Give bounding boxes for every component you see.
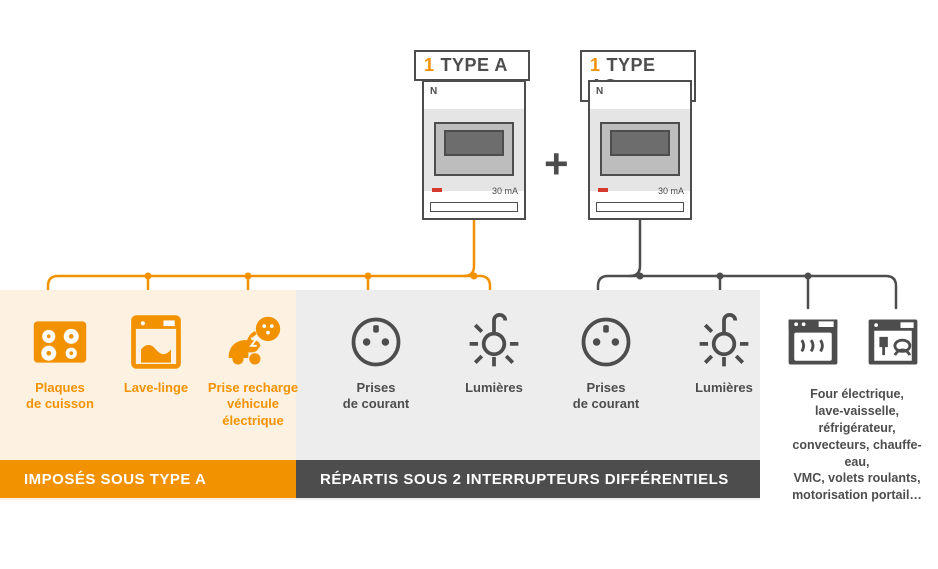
breaker-indicator-a (432, 188, 442, 192)
icon-label-prises2: Prisesde courant (573, 380, 639, 413)
breaker-type-a: 1TYPE A 30 mA (422, 80, 526, 220)
footer-bar: IMPOSÉS SOUS TYPE A RÉPARTIS SOUS 2 INTE… (0, 460, 760, 498)
right-list-text: Four électrique,lave-vaisselle,réfrigéra… (792, 387, 922, 502)
icon-label-lum2: Lumières (695, 380, 753, 396)
icon-col-lum2: Lumières (676, 312, 772, 396)
icon-col-lum1: Lumières (446, 312, 542, 396)
breaker-type-a-text: TYPE A (441, 55, 508, 75)
plus-icon: + (544, 140, 569, 188)
footer-orange: IMPOSÉS SOUS TYPE A (0, 460, 296, 498)
socket-icon (576, 312, 636, 372)
breaker-num-a: 1 (424, 55, 435, 75)
breaker-switch-ac (600, 122, 680, 176)
breaker-label-a: 1 TYPE A (414, 50, 530, 81)
breaker-body-a: 30 mA (422, 80, 526, 220)
icon-col-oven (780, 312, 846, 372)
breaker-brand-a (430, 202, 518, 212)
breaker-rating-ac: 30 mA (658, 186, 684, 196)
light-icon (694, 312, 754, 372)
icon-col-plaques: Plaquesde cuisson (14, 312, 106, 413)
icon-label-prises1: Prisesde courant (343, 380, 409, 413)
icon-label-lave: Lave-linge (124, 380, 188, 396)
oven-icon (783, 312, 843, 372)
breaker-body-ac: 30 mA (588, 80, 692, 220)
light-icon (464, 312, 524, 372)
icon-label-ev: Prise rechargevéhiculeélectrique (208, 380, 298, 429)
hob-icon (30, 312, 90, 372)
icon-col-lave: Lave-linge (110, 312, 202, 396)
icon-col-prises2: Prisesde courant (558, 312, 654, 413)
right-appliance-list: Four électrique,lave-vaisselle,réfrigéra… (782, 386, 932, 504)
icon-col-ev: Prise rechargevéhiculeélectrique (202, 312, 304, 429)
breaker-switch-a (434, 122, 514, 176)
footer-gray: RÉPARTIS SOUS 2 INTERRUPTEURS DIFFÉRENTI… (296, 460, 760, 498)
footer-gray-text: RÉPARTIS SOUS 2 INTERRUPTEURS DIFFÉRENTI… (320, 471, 729, 488)
breaker-rating-a: 30 mA (492, 186, 518, 196)
breaker-num-ac: 1 (590, 55, 601, 75)
breaker-indicator-ac (598, 188, 608, 192)
icon-col-dish (860, 312, 926, 372)
dish-icon (863, 312, 923, 372)
icon-label-plaques: Plaquesde cuisson (26, 380, 94, 413)
breaker-brand-ac (596, 202, 684, 212)
ev-icon (223, 312, 283, 372)
icon-label-lum1: Lumières (465, 380, 523, 396)
footer-orange-text: IMPOSÉS SOUS TYPE A (24, 471, 206, 488)
diagram-root: 1TYPE A 30 mA + 1TYPE AC 30 mA Plaqu (0, 0, 938, 569)
socket-icon (346, 312, 406, 372)
washer-icon (126, 312, 186, 372)
breaker-type-ac: 1TYPE AC 30 mA (588, 80, 692, 220)
icon-col-prises1: Prisesde courant (328, 312, 424, 413)
